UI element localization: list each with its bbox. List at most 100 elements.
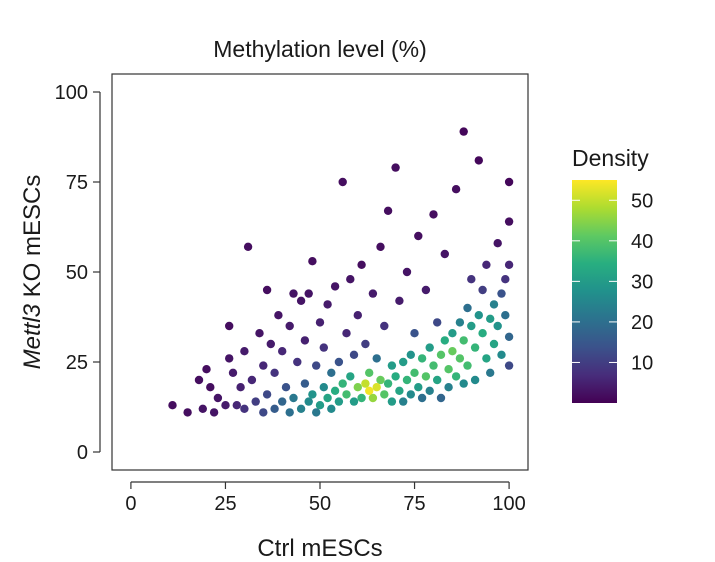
data-point xyxy=(319,343,328,352)
data-point xyxy=(315,401,325,410)
data-point xyxy=(365,368,374,377)
data-point xyxy=(236,383,245,392)
x-axis: 0 25 50 75 100 xyxy=(125,481,526,515)
data-point xyxy=(391,163,400,172)
data-point xyxy=(349,397,359,406)
data-points xyxy=(168,127,514,417)
data-point xyxy=(361,379,370,388)
colorbar-tick-label: 40 xyxy=(631,231,653,253)
data-point xyxy=(425,343,434,352)
data-point xyxy=(440,249,449,259)
y-axis: 0 25 50 75 100 xyxy=(55,82,101,464)
data-point xyxy=(312,361,321,370)
data-point xyxy=(334,357,344,367)
data-point xyxy=(278,347,287,356)
data-point xyxy=(278,397,287,406)
data-point xyxy=(455,318,465,327)
data-point xyxy=(474,156,483,165)
data-point xyxy=(365,386,374,395)
data-point xyxy=(368,393,378,403)
data-point xyxy=(406,390,415,399)
data-point xyxy=(274,311,283,320)
data-point xyxy=(380,321,389,331)
x-tick-label: 50 xyxy=(309,493,331,515)
data-point xyxy=(448,347,457,356)
data-point xyxy=(383,206,393,215)
data-point xyxy=(323,300,332,309)
data-point xyxy=(312,408,321,417)
data-point xyxy=(482,260,491,269)
data-point xyxy=(501,311,510,320)
data-point xyxy=(399,397,408,406)
data-point xyxy=(247,375,257,385)
data-point xyxy=(202,365,211,374)
data-point xyxy=(467,321,476,331)
data-point xyxy=(459,336,468,345)
data-point xyxy=(406,350,415,359)
data-point xyxy=(493,239,502,248)
data-point xyxy=(296,296,306,305)
data-point xyxy=(342,390,351,399)
data-point xyxy=(289,393,298,403)
data-point xyxy=(470,343,480,352)
data-point xyxy=(304,289,313,298)
data-point xyxy=(444,383,453,392)
data-point xyxy=(221,401,230,410)
y-axis-title-italic: Mettl3 xyxy=(19,303,46,369)
data-point xyxy=(463,303,472,313)
data-point xyxy=(232,401,241,410)
data-point xyxy=(368,289,378,298)
data-point xyxy=(504,260,514,269)
data-point xyxy=(323,393,332,403)
data-point xyxy=(387,397,397,406)
data-point xyxy=(459,127,468,136)
data-point xyxy=(501,275,510,284)
y-axis-title: Mettl3 KO mESCs xyxy=(19,175,46,370)
data-point xyxy=(194,375,204,385)
data-point xyxy=(455,354,465,363)
data-point xyxy=(338,177,347,187)
data-point xyxy=(240,347,249,356)
data-point xyxy=(262,285,272,295)
data-point xyxy=(372,354,381,363)
data-point xyxy=(489,300,499,309)
x-tick-label: 100 xyxy=(492,493,525,515)
data-point xyxy=(225,321,234,331)
x-tick-label: 75 xyxy=(403,493,425,515)
data-point xyxy=(451,185,461,194)
colorbar-tick-label: 10 xyxy=(631,352,653,374)
colorbar-title: Density xyxy=(572,145,649,171)
colorbar-ticks: 10 20 30 40 50 xyxy=(572,190,653,374)
data-point xyxy=(198,404,207,413)
data-point xyxy=(417,393,427,403)
data-point xyxy=(308,390,317,399)
plot-frame xyxy=(111,73,529,471)
data-point xyxy=(414,231,423,241)
data-point xyxy=(255,329,264,338)
data-point xyxy=(436,393,446,403)
data-point xyxy=(399,357,408,367)
data-point xyxy=(243,242,253,251)
data-point xyxy=(270,404,279,413)
colorbar-tick-label: 20 xyxy=(631,312,653,334)
data-point xyxy=(334,397,344,406)
data-point xyxy=(391,372,400,381)
data-point xyxy=(308,257,317,266)
data-point xyxy=(346,372,355,381)
data-point xyxy=(436,350,446,359)
data-point xyxy=(327,404,336,413)
data-point xyxy=(240,404,249,413)
y-tick-label: 0 xyxy=(77,442,88,464)
data-point xyxy=(410,368,419,377)
y-tick-label: 100 xyxy=(55,82,88,104)
data-point xyxy=(342,329,351,338)
data-point xyxy=(315,318,325,327)
data-point xyxy=(357,260,366,269)
data-point xyxy=(206,383,215,392)
data-point xyxy=(421,372,431,381)
data-point xyxy=(300,336,310,345)
data-point xyxy=(417,354,427,363)
data-point xyxy=(330,282,340,291)
data-point xyxy=(486,314,495,323)
